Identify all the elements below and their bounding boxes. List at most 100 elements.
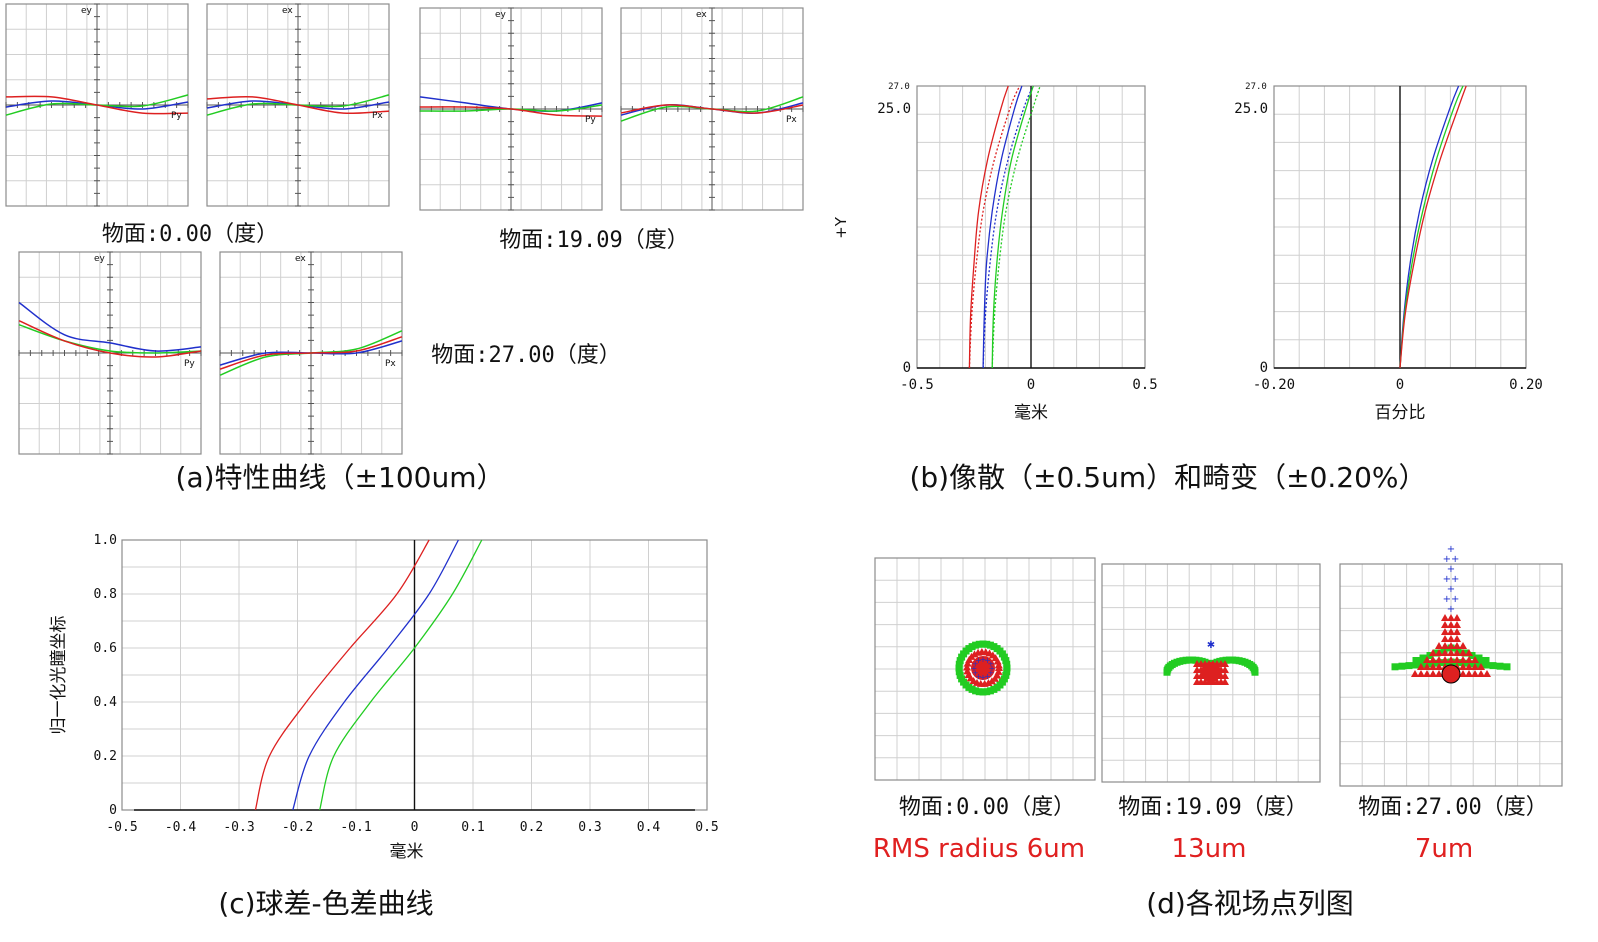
x-tick-label: -0.20: [1253, 377, 1295, 393]
caption-b: (b)像散（±0.5um）和畸变（±0.20%）: [909, 461, 1426, 494]
spot-blue: +: [971, 664, 978, 673]
spot-red: [963, 663, 972, 671]
astig-curve-blue: [982, 85, 1034, 369]
spot-blue: +: [975, 672, 982, 681]
spot-core: [1441, 664, 1461, 684]
fan-curve-red: [206, 95, 390, 115]
spot-red: [1423, 656, 1431, 663]
spot-red: [1465, 670, 1473, 677]
spot-green: [1419, 654, 1427, 662]
fan-curve-green: [18, 323, 202, 354]
field-label: 物面:27.00（度）: [431, 343, 620, 368]
spot-green: [1419, 660, 1427, 668]
spot-red: [1429, 656, 1437, 663]
spot-red: [1221, 672, 1229, 679]
y-axis-label: +Y: [832, 216, 850, 239]
spot-green: [979, 688, 987, 696]
spot-blue: +: [980, 673, 987, 682]
plot-frame: [1339, 563, 1563, 787]
spot-green: [956, 671, 964, 679]
spot-blue: +: [984, 656, 991, 665]
x-tick-label: 0: [1027, 377, 1035, 393]
spot-red: [1435, 656, 1443, 663]
spot-pattern: ++++++++++: [1391, 544, 1511, 684]
spot-red: [994, 661, 1003, 669]
spot-green: [1482, 661, 1490, 669]
spot-green: [1163, 668, 1171, 676]
x-tick-label: -0.5: [900, 377, 934, 393]
y-tick-label: 0: [109, 803, 117, 818]
spot-red: [1447, 656, 1455, 663]
spot-green: [1003, 668, 1011, 676]
fan-curve-red: [5, 95, 189, 115]
spot-green: [972, 641, 980, 649]
plot-frame: [874, 557, 1096, 781]
x-tick-label: 0.1: [461, 820, 484, 835]
spot-green: [975, 688, 983, 696]
spot-red: [973, 678, 982, 686]
spot-red: [1447, 621, 1455, 628]
spot-blue: +: [1447, 544, 1455, 555]
spot-green: [955, 668, 963, 676]
spot-green: [1489, 662, 1497, 670]
spot-red: [1453, 628, 1461, 635]
fan-curve-blue: [18, 301, 202, 352]
field-label: 物面:19.09（度）: [499, 228, 688, 253]
spot-red: [1471, 656, 1479, 663]
y-tick-label: 0: [903, 360, 911, 376]
spot-green: [955, 664, 963, 672]
spot-blue: +: [1447, 564, 1455, 575]
x-tick-label: 0.4: [637, 820, 661, 835]
spot-green: [1496, 662, 1504, 670]
rms-label: RMS radius 6um: [873, 834, 1085, 864]
spot-blue: ++: [1443, 594, 1460, 605]
y-max-label: 27.0: [1245, 82, 1267, 92]
spot-blue: +: [972, 660, 979, 669]
x-tick-label: -0.2: [282, 820, 313, 835]
y-tick-label: 0.4: [94, 695, 118, 710]
x-tick-label: 0.20: [1509, 377, 1543, 393]
y-tick-label: 25.0: [877, 101, 911, 117]
py-label: Py: [585, 115, 596, 125]
spot-red: [1435, 642, 1443, 649]
spot-red: [1441, 621, 1449, 628]
spot-red: [1221, 666, 1229, 673]
x-axis-label: 毫米: [390, 842, 424, 862]
spot-red: [1423, 663, 1431, 670]
x-tick-label: 0.3: [578, 820, 601, 835]
spot-red: [1447, 635, 1455, 642]
x-axis-label: 毫米: [1014, 403, 1048, 423]
rms-label: 7um: [1415, 834, 1473, 864]
spot-green: [1002, 657, 1010, 665]
x-axis-label: 百分比: [1375, 403, 1426, 423]
spot-red: [1441, 635, 1449, 642]
sa-curve-blue: [292, 539, 459, 811]
spot-blue: +: [980, 655, 987, 664]
px-label: Px: [372, 111, 383, 121]
x-tick-label: 0.2: [520, 820, 543, 835]
sa-curve-red: [254, 539, 430, 811]
spot-red: [1459, 649, 1467, 656]
spot-red: [1459, 670, 1467, 677]
spot-red: [963, 667, 972, 675]
spot-red: [1459, 656, 1467, 663]
spot-pattern: ✱: [1163, 640, 1259, 685]
spot-red: [1441, 649, 1449, 656]
spot-green: [1412, 657, 1420, 664]
fan-curve-red: [219, 336, 403, 370]
x-tick-label: -0.5: [106, 820, 137, 835]
x-tick-label: -0.3: [223, 820, 254, 835]
spot-blue: +: [987, 660, 994, 669]
spot-blue: +: [1447, 584, 1455, 595]
fan-curve-red: [18, 320, 202, 358]
spot-red: [1447, 628, 1455, 635]
field-label: 物面:19.09（度）: [1118, 795, 1307, 820]
spot-red: [1471, 670, 1479, 677]
field-label: 物面:0.00（度）: [102, 222, 278, 247]
spot-core: [971, 656, 995, 680]
plot-frame: [1101, 563, 1321, 783]
spot-green: [1003, 664, 1011, 672]
caption-c: (c)球差-色差曲线: [218, 887, 433, 920]
py-label: Py: [184, 359, 195, 369]
